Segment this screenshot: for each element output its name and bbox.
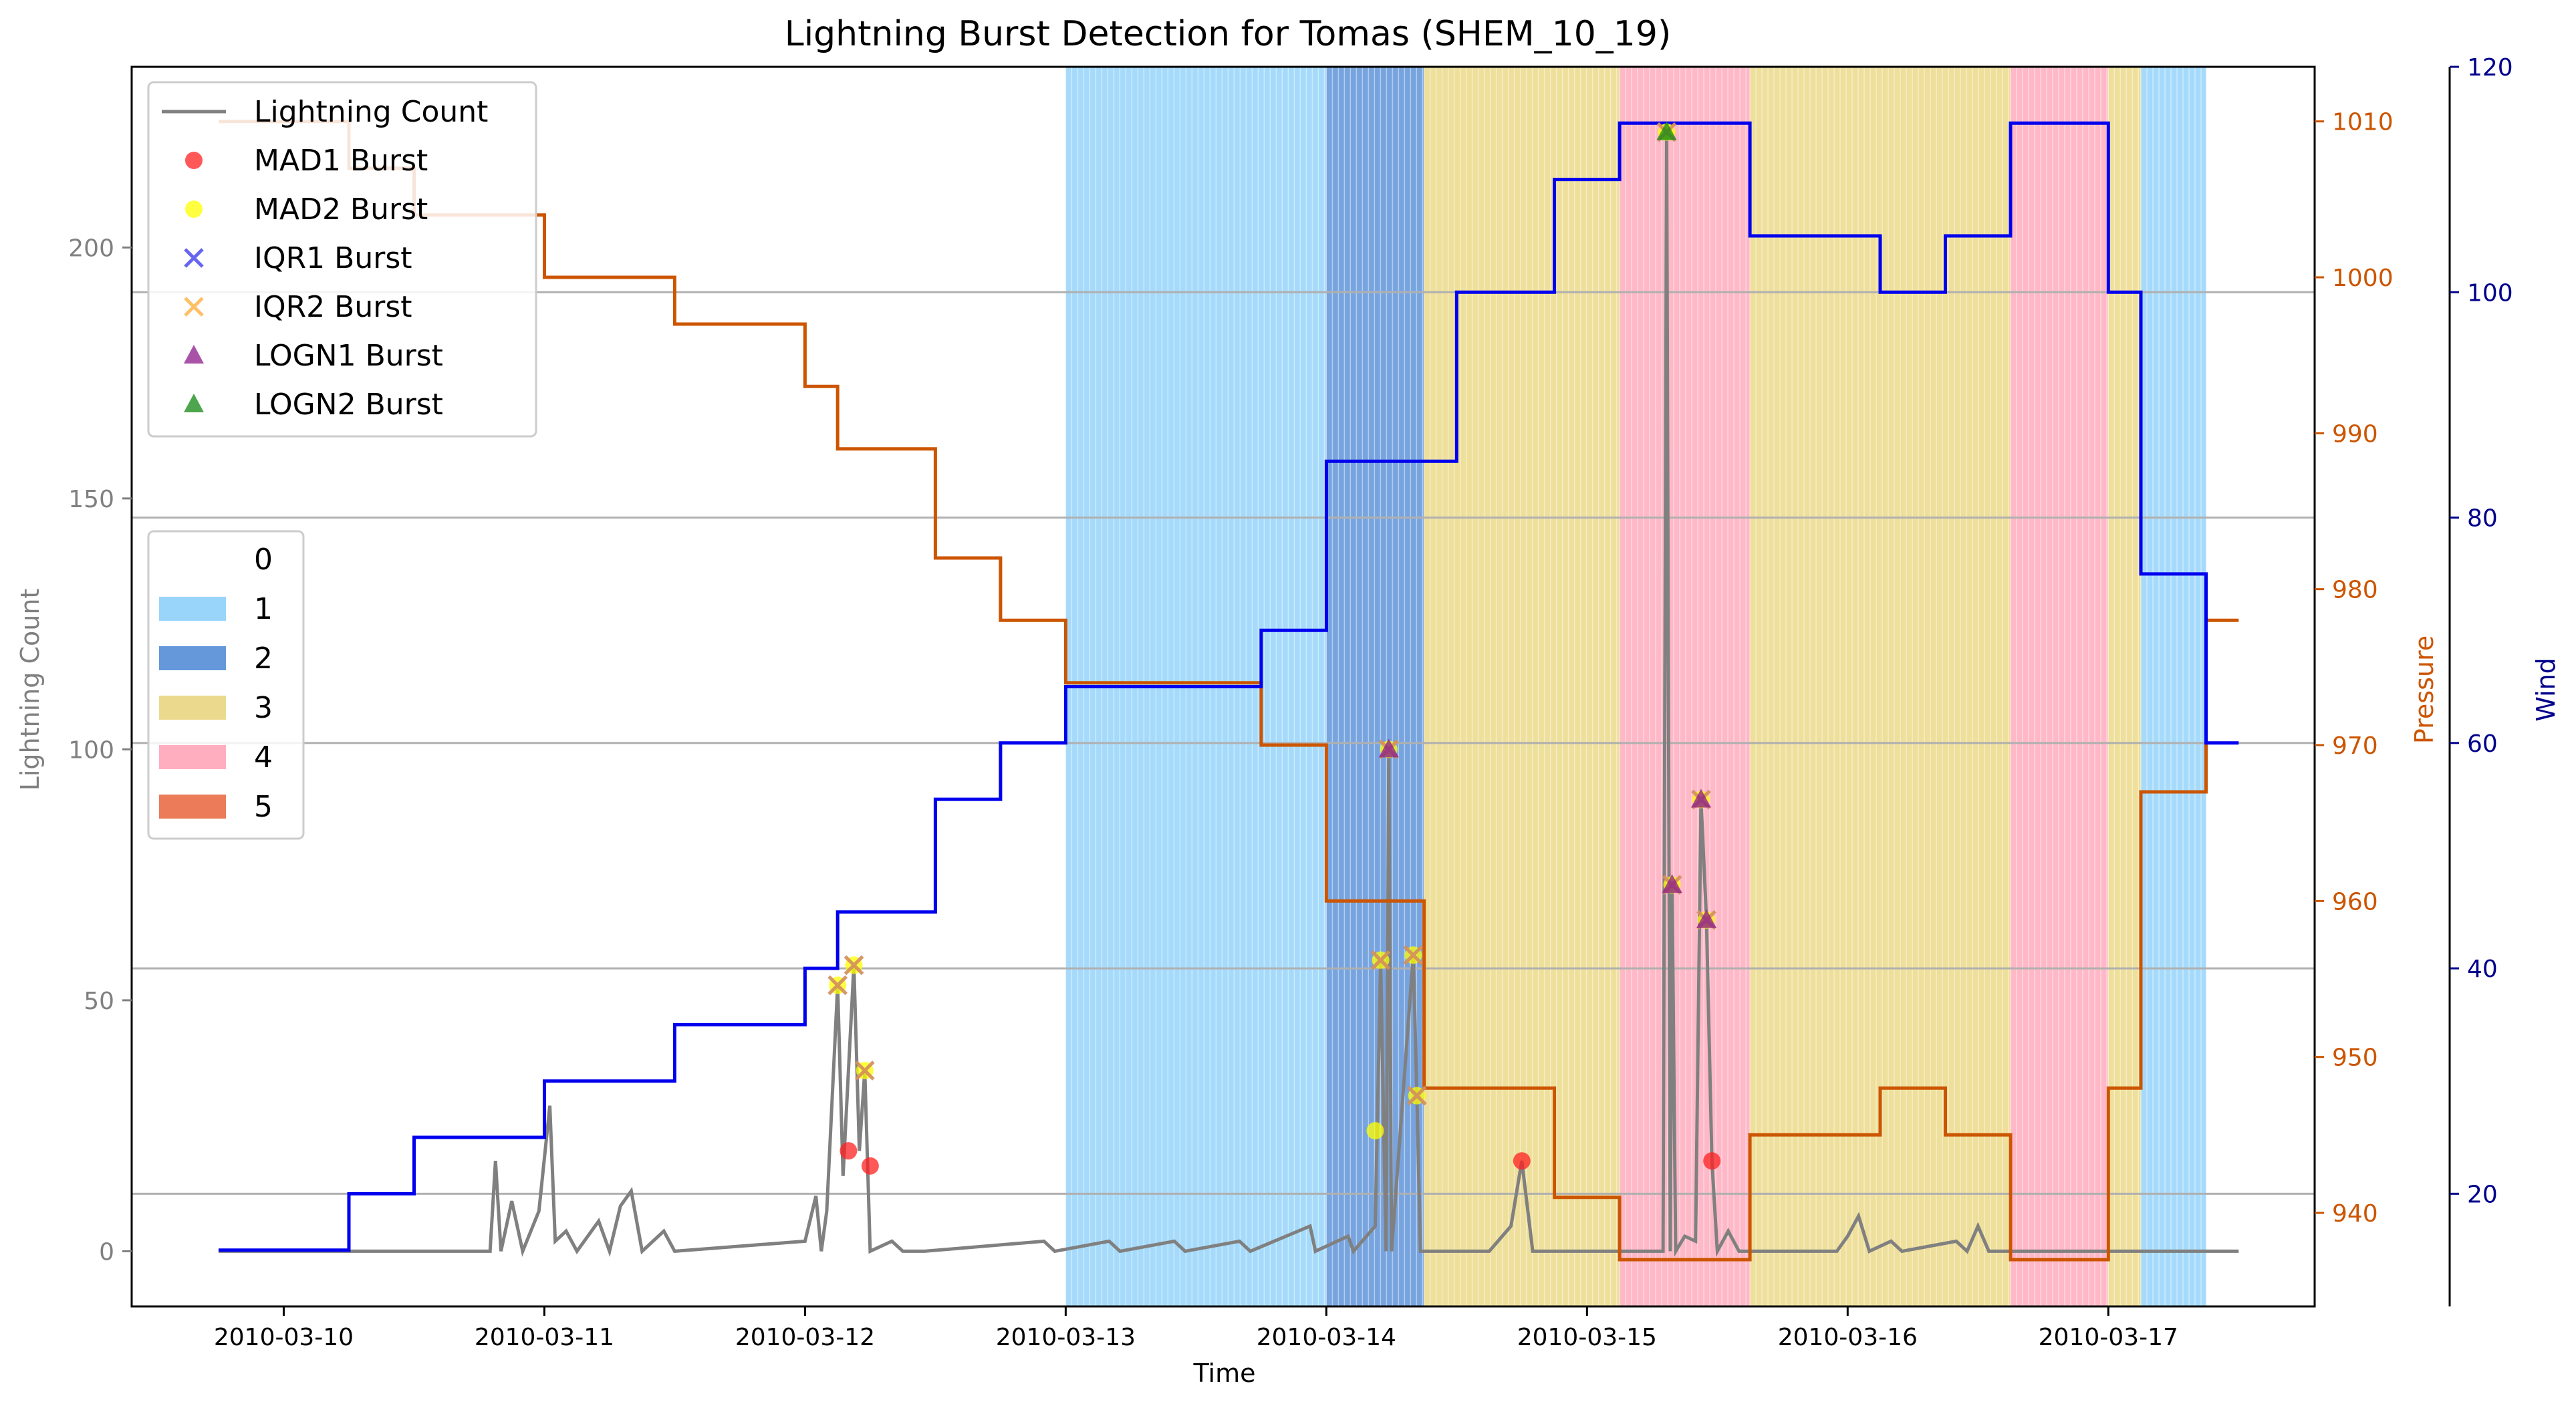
category-legend-box: [147, 530, 305, 840]
legend-marker-swatch: [184, 248, 204, 268]
burst-marker-iqr2: [1407, 1085, 1427, 1106]
pressure-tick-label: 960: [2332, 888, 2378, 916]
series-line-lightning-count: [219, 132, 2239, 1258]
burst-marker-logn2: [1656, 121, 1677, 140]
legend-label: LOGN1 Burst: [254, 339, 443, 373]
axes: 2010-03-10 2010-03-11 2010-03-12 2010-03-13…: [68, 54, 2513, 1351]
pressure-tick-label: 990: [2332, 420, 2378, 448]
legend-category-label: 4: [254, 740, 273, 775]
x-tick-label: 2010-03-15: [1517, 1324, 1657, 1351]
legend-category-swatch: [159, 795, 226, 819]
series-line-pressure: [219, 120, 2239, 1262]
legend-category-swatch: [159, 646, 226, 670]
pressure-tick-label: 1010: [2332, 109, 2394, 136]
legend-label: LOGN2 Burst: [254, 388, 443, 422]
legend-label: IQR1 Burst: [254, 241, 412, 275]
burst-marker-iqr2: [827, 975, 848, 996]
legends: Lightning Count MAD1 Burst MAD2 Burst IQR1 …: [147, 81, 537, 840]
x-tick-label: 2010-03-12: [735, 1324, 875, 1351]
marker-legend-box: [147, 81, 537, 438]
pressure-tick-label: 980: [2332, 577, 2378, 604]
legend-category-swatch: [159, 696, 226, 720]
x-tick-label: 2010-03-13: [996, 1324, 1136, 1351]
legend-label: MAD1 Burst: [254, 144, 428, 178]
pressure-tick-label: 940: [2332, 1200, 2378, 1228]
burst-marker-logn1: [1662, 874, 1682, 893]
category-band-1: [2141, 67, 2206, 1306]
burst-markers: [827, 121, 1721, 1175]
pressure-tick-label: 1000: [2332, 265, 2394, 292]
burst-marker-logn1: [1690, 789, 1711, 808]
y-tick-label: 200: [68, 235, 114, 262]
legend-marker-swatch: [184, 297, 204, 317]
wind-tick-label: 20: [2467, 1181, 2498, 1208]
wind-tick-label: 100: [2467, 279, 2513, 307]
burst-marker-iqr2: [855, 1061, 875, 1081]
legend-category-label: 5: [254, 790, 273, 824]
wind-tick-label: 40: [2467, 956, 2498, 983]
pressure-tick-label: 970: [2332, 732, 2378, 760]
wind-tick-label: 80: [2467, 505, 2498, 533]
y-tick-label: 150: [68, 486, 114, 513]
legend-category-label: 0: [254, 543, 273, 577]
series-line-wind: [219, 121, 2239, 1252]
burst-marker-mad1: [1703, 1152, 1721, 1170]
y-tick-label: 0: [99, 1238, 114, 1266]
y-axis-label: Lightning Count: [15, 589, 45, 791]
legend-category-swatch: [159, 547, 226, 571]
pressure-tick-label: 950: [2332, 1044, 2378, 1072]
legend-marker-swatch: [184, 345, 204, 364]
burst-marker-mad1: [1513, 1152, 1531, 1170]
legend-marker-swatch: [185, 200, 203, 218]
wind-tick-label: 60: [2467, 730, 2498, 758]
x-tick-label: 2010-03-10: [214, 1324, 354, 1351]
burst-marker-mad1: [840, 1142, 858, 1160]
x-tick-label: 2010-03-17: [2039, 1324, 2178, 1351]
burst-marker-iqr2: [1370, 950, 1391, 970]
legend-marker-swatch: [184, 394, 204, 412]
legend-category-label: 1: [254, 592, 273, 626]
burst-marker-logn1: [1378, 738, 1399, 758]
category-band-4: [2011, 67, 2109, 1306]
series-layer: [219, 120, 2239, 1262]
pressure-axis-label: Pressure: [2410, 636, 2439, 744]
x-tick-label: 2010-03-11: [475, 1324, 614, 1351]
burst-marker-iqr2: [1403, 945, 1424, 966]
legend-category-swatch: [159, 745, 226, 769]
x-axis-label: Time: [1193, 1359, 1256, 1388]
legend-label: MAD2 Burst: [254, 192, 428, 227]
category-band-4: [1620, 67, 1751, 1306]
category-band-2: [1326, 67, 1424, 1306]
y-tick-label: 100: [68, 736, 114, 764]
burst-marker-mad1: [861, 1157, 879, 1175]
burst-marker-iqr2: [844, 955, 864, 976]
legend-category-label: 2: [254, 642, 273, 676]
legend-category-swatch: [159, 597, 226, 621]
wind-tick-label: 120: [2467, 54, 2513, 82]
legend-label: Lightning Count: [254, 95, 488, 129]
burst-marker-logn1: [1696, 909, 1717, 928]
chart-title: Lightning Burst Detection for Tomas (SHE…: [785, 14, 1671, 54]
legend-label: IQR2 Burst: [254, 290, 412, 324]
x-tick-label: 2010-03-16: [1778, 1324, 1918, 1351]
x-tick-label: 2010-03-14: [1257, 1324, 1396, 1351]
plot-frame: [130, 65, 2316, 1308]
y-tick-label: 50: [84, 988, 114, 1015]
wind-axis-label: Wind: [2531, 658, 2561, 722]
legend-category-label: 3: [254, 691, 273, 725]
category-band-3: [2108, 67, 2142, 1306]
category-band-3: [1424, 67, 1620, 1306]
burst-marker-mad2: [1366, 1122, 1384, 1140]
legend-marker-swatch: [185, 152, 203, 169]
